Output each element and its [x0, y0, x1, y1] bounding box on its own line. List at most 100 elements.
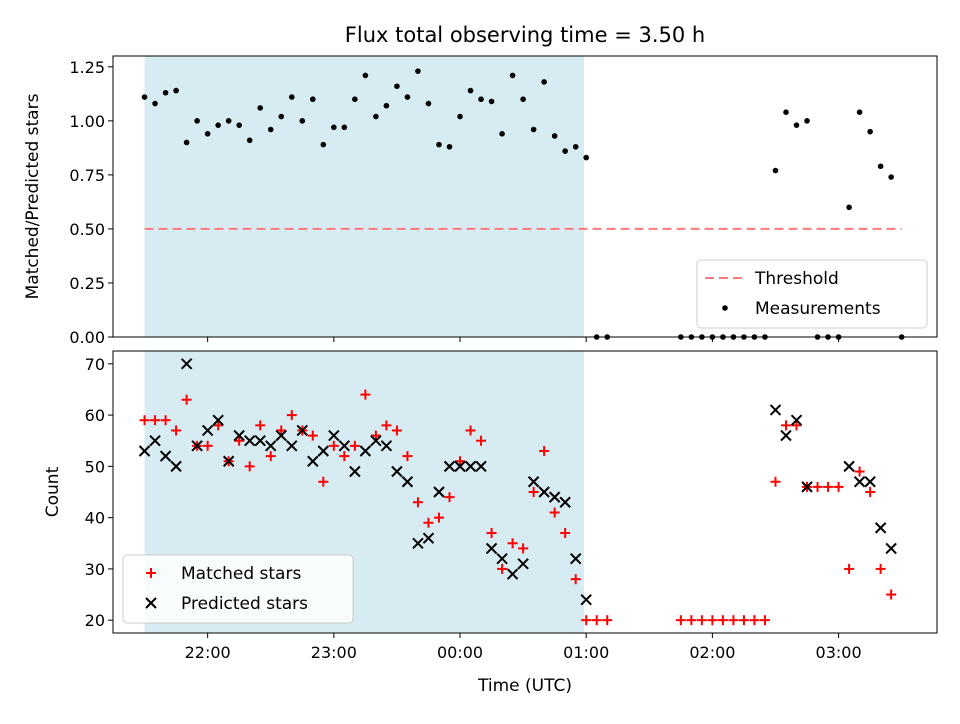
measurement-point — [520, 96, 526, 103]
predicted-star-point — [191, 440, 203, 452]
matched-star-point — [286, 410, 297, 421]
matched-star-point — [360, 389, 371, 400]
predicted-star-point — [443, 460, 456, 473]
matched-star-point — [202, 440, 213, 451]
predicted-star-point — [527, 476, 540, 488]
marker-stroke — [548, 491, 561, 503]
marker-stroke — [201, 424, 214, 437]
bottom-panel: 20 30 40 50 60 70 22:00 23:00 00:00 01:00 02:00 03… — [43, 350, 938, 696]
measurement-point — [509, 72, 516, 79]
marker-stroke — [454, 460, 466, 473]
x-tick-label: 22:00 — [185, 643, 231, 662]
matched-star-point — [602, 615, 613, 626]
measurement-point — [299, 118, 306, 124]
matched-star-point — [865, 487, 876, 497]
y-tick-label: 20 — [85, 611, 105, 630]
marker-stroke — [412, 537, 424, 549]
matched-star-point — [780, 420, 791, 431]
y-tick-label: 40 — [85, 509, 105, 528]
predicted-star-point — [212, 414, 224, 426]
predicted-star-point — [349, 465, 361, 478]
predicted-star-point — [569, 552, 582, 565]
matched-star-point — [444, 492, 455, 503]
marker-stroke — [506, 568, 519, 580]
predicted-star-point — [180, 358, 193, 370]
predicted-star-point — [506, 568, 519, 580]
predicted-star-point — [864, 476, 876, 488]
marker-stroke — [864, 476, 876, 488]
predicted-star-point — [275, 429, 287, 442]
marker-stroke — [843, 460, 855, 473]
bottom-legend: Matched stars Predicted stars — [122, 554, 354, 624]
bottom-axes-frame — [112, 350, 938, 634]
measurement-point — [173, 87, 179, 94]
matched-star-point — [738, 615, 749, 626]
legend-box — [696, 259, 928, 329]
marker-stroke — [328, 429, 340, 442]
predicted-star-point — [853, 476, 866, 488]
predicted-star-point — [370, 435, 382, 447]
matched-star-point — [823, 481, 834, 492]
marker-stroke — [391, 465, 403, 478]
legend-measurement-swatch — [722, 305, 728, 311]
matched-star-point — [707, 615, 718, 626]
measurement-point — [415, 68, 421, 74]
chart-title: Flux total observing time = 3.50 h — [345, 23, 705, 47]
predicted-star-point — [475, 460, 487, 473]
measurement-point — [562, 148, 568, 154]
matched-star-point — [791, 420, 802, 431]
measurement-point — [541, 79, 547, 85]
y-tick-label: 1.00 — [69, 112, 105, 131]
predicted-star-point — [307, 455, 319, 467]
marker-stroke — [243, 435, 256, 447]
marker-stroke — [170, 460, 182, 473]
matched-star-point — [339, 451, 350, 462]
measurement-point — [783, 109, 789, 115]
marker-stroke — [286, 440, 298, 452]
matched-star-point — [812, 481, 823, 492]
predicted-star-point — [338, 440, 351, 452]
measurement-point — [583, 154, 590, 161]
matched-star-point — [675, 615, 686, 626]
predicted-star-point — [485, 542, 498, 555]
measurement-point — [804, 118, 810, 124]
matched-star-point — [213, 420, 224, 431]
measurement-point — [267, 126, 274, 133]
matched-star-point — [171, 425, 182, 436]
marker-stroke — [769, 404, 782, 416]
predicted-star-point — [170, 460, 182, 473]
predicted-star-point — [243, 435, 256, 447]
legend-label: Threshold — [754, 269, 839, 289]
marker-stroke — [475, 460, 487, 473]
measurement-point — [320, 141, 327, 148]
matched-star-point — [234, 435, 245, 446]
measurement-point — [362, 72, 369, 79]
matched-star-point — [465, 425, 476, 436]
measurement-point — [383, 102, 390, 109]
predicted-star-point — [464, 460, 477, 473]
matched-star-point — [381, 420, 392, 431]
y-tick-label: 70 — [85, 355, 105, 374]
predicted-star-point — [517, 558, 529, 570]
predicted-star-point — [138, 445, 151, 457]
predicted-star-point — [580, 593, 592, 606]
predicted-star-point — [233, 429, 245, 442]
predicted-star-point — [286, 440, 298, 452]
predicted-star-point — [159, 450, 172, 462]
matched-star-point — [749, 615, 760, 626]
predicted-star-point — [359, 445, 372, 457]
y-tick-label: 0.50 — [69, 220, 105, 239]
legend-label: Measurements — [755, 299, 881, 319]
predicted-star-point — [559, 496, 571, 508]
top-y-axis: 0.00 0.25 0.50 0.75 1.00 1.25 — [69, 58, 113, 347]
legend-box — [122, 554, 354, 624]
matched-star-point — [455, 456, 466, 467]
measurement-point — [867, 128, 873, 135]
measurement-point — [215, 122, 221, 128]
bottom-plot-area — [138, 358, 897, 626]
measurement-point — [162, 89, 169, 96]
marker-stroke — [853, 476, 866, 488]
measurement-point — [467, 87, 474, 94]
measurement-point — [204, 131, 211, 137]
